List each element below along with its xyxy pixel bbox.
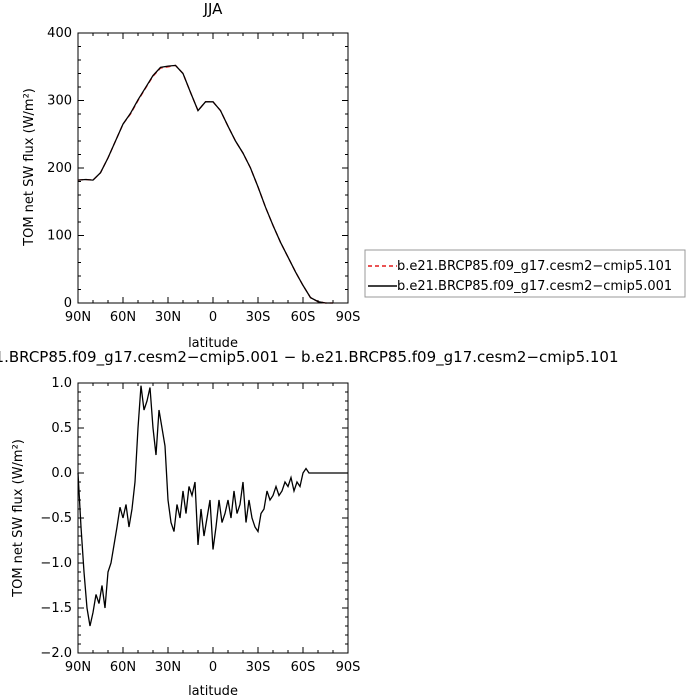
x-tick-label: 60N <box>110 660 136 675</box>
legend: b.e21.BRCP85.f09_g17.cesm2−cmip5.101 b.e… <box>364 249 686 298</box>
y-tick-label: 0.0 <box>51 466 72 481</box>
x-tick-label: 90N <box>65 310 91 325</box>
x-tick-label: 90N <box>65 660 91 675</box>
y-tick-label: −2.0 <box>40 646 72 661</box>
y-tick-label: −1.5 <box>40 601 72 616</box>
bottom-y-axis-label: TOM net SW flux (W/m²) <box>11 439 26 598</box>
panel-bottom: b.e21.BRCP85.f09_g17.cesm2−cmip5.001 − b… <box>0 348 619 699</box>
x-tick-label: 60N <box>110 310 136 325</box>
top-x-axis-label: latitude <box>188 336 238 351</box>
y-tick-label: 400 <box>47 26 72 41</box>
bottom-plot-area: 90N 60N 30N 0 30S 60S 90S −2.0 −1.5 −1.0 −0.5 0.0 0.… <box>40 376 360 675</box>
x-tick-label: 0 <box>209 660 217 675</box>
legend-box <box>364 249 686 298</box>
y-tick-label: 0.5 <box>51 421 72 436</box>
x-tick-label: 30S <box>246 310 271 325</box>
y-tick-label: −0.5 <box>40 511 72 526</box>
bottom-chart-title: b.e21.BRCP85.f09_g17.cesm2−cmip5.001 − b… <box>0 348 619 367</box>
x-tick-label: 90S <box>336 660 361 675</box>
top-chart-title: JJA <box>203 0 224 18</box>
y-tick-label: −1.0 <box>40 556 72 571</box>
y-tick-label: 100 <box>47 229 72 244</box>
x-tick-label: 30N <box>155 660 181 675</box>
bottom-x-axis-label: latitude <box>188 684 238 699</box>
legend-label-001: b.e21.BRCP85.f09_g17.cesm2−cmip5.001 <box>397 279 672 294</box>
x-tick-label: 30N <box>155 310 181 325</box>
series-line-0 <box>77 64 333 304</box>
x-tick-label: 60S <box>291 660 316 675</box>
series-line-1 <box>77 64 333 304</box>
x-tick-label: 60S <box>291 310 316 325</box>
y-tick-label: 200 <box>47 161 72 176</box>
x-tick-label: 30S <box>246 660 271 675</box>
y-tick-label: 1.0 <box>51 376 72 391</box>
x-tick-label: 0 <box>209 310 217 325</box>
panel-top: JJA TOM net SW flux (W/m²) latitude 90N 6… <box>22 0 686 351</box>
plot-frame <box>77 32 349 304</box>
y-tick-label: 300 <box>47 94 72 109</box>
y-tick-label: 0 <box>64 296 72 311</box>
legend-label-101: b.e21.BRCP85.f09_g17.cesm2−cmip5.101 <box>397 259 672 274</box>
top-y-axis-label: TOM net SW flux (W/m²) <box>22 88 37 247</box>
series-line-0 <box>77 385 348 627</box>
top-plot-area: 90N 60N 30N 0 30S 60S 90S 0 100 200 300 400 <box>47 26 360 325</box>
x-tick-label: 90S <box>336 310 361 325</box>
